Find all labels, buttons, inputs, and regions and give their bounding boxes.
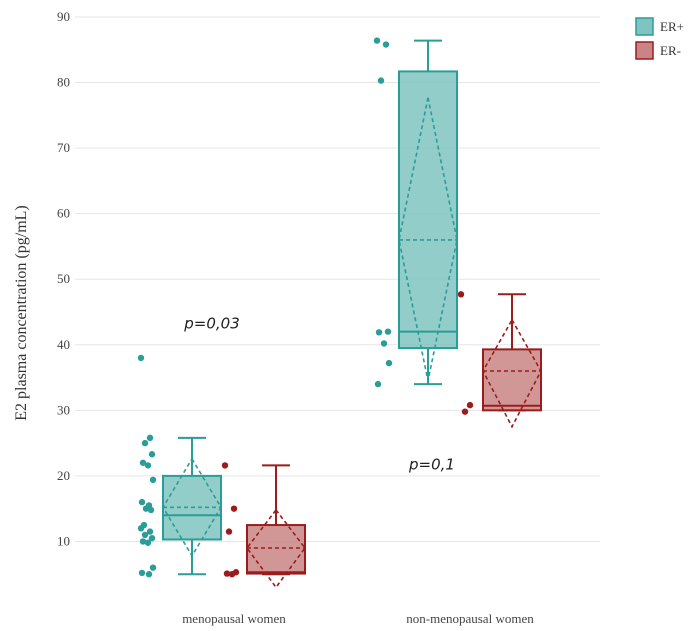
data-point [385,359,393,367]
data-point [149,564,157,571]
legend-label: ER+ [660,19,684,34]
box-ER--menopausal-women [221,462,306,589]
annotations: p=0,03 p=0,1 [183,314,455,473]
data-point [139,538,147,545]
data-point [230,505,238,512]
data-point [146,434,154,442]
legend: ER+ ER- [635,17,684,60]
data-point [142,505,150,512]
mean-sd-diamond [482,318,542,429]
mean-sd-diamond [162,457,222,558]
plot-area [137,37,542,589]
p-value-annotation: p=0,1 [408,455,455,473]
x-axis-ticks: menopausal women non-menopausal women [182,611,534,626]
mean-sd-diamond [398,97,458,381]
y-axis-title: E2 plasma concentration (pg/mL) [13,205,30,420]
y-tick-label: 60 [57,206,70,221]
data-point [141,531,149,539]
legend-label: ER- [660,43,681,58]
box-iqr [482,348,542,412]
y-tick-label: 50 [57,271,70,286]
data-point [228,571,236,578]
gridlines [75,16,600,542]
data-point [374,380,382,388]
y-tick-label: 40 [57,337,70,352]
box-iqr [246,524,306,575]
data-point [148,534,156,542]
data-point [137,354,145,362]
data-point [223,570,231,577]
data-point [380,340,388,347]
mean-sd-diamond [246,508,306,589]
data-point [457,291,465,298]
data-point [146,528,154,535]
data-point [144,539,152,546]
box-ER--non-menopausal-women [457,291,542,429]
data-point [144,462,152,469]
data-point [145,571,153,578]
data-point [141,439,149,447]
legend-swatch [635,17,654,36]
y-tick-label: 80 [57,75,70,90]
data-point [138,498,146,506]
y-tick-label: 10 [57,533,70,548]
x-tick-label: menopausal women [182,611,286,626]
data-point [221,462,229,469]
y-axis-ticks: 10 20 30 40 50 60 70 80 90 [57,9,70,548]
data-point [137,525,145,532]
data-point [148,451,156,458]
data-point [384,328,392,335]
data-point [147,506,155,514]
data-point [466,401,474,409]
data-point [138,569,146,577]
p-value-annotation: p=0,03 [183,314,240,332]
y-tick-label: 70 [57,140,70,155]
data-point [139,459,147,466]
box-ER+-menopausal-women [137,354,222,578]
legend-swatch [635,41,654,60]
data-point [461,408,469,415]
y-tick-label: 30 [57,402,70,417]
data-point [149,476,157,484]
box-iqr [398,70,458,350]
data-point [225,528,233,535]
box-ER+-non-menopausal-women [373,37,458,388]
x-tick-label: non-menopausal women [406,611,534,626]
data-point [377,77,385,84]
data-point [373,37,381,44]
y-tick-label: 90 [57,9,70,24]
y-tick-label: 20 [57,468,70,483]
data-point [382,41,390,48]
data-point [375,329,383,336]
